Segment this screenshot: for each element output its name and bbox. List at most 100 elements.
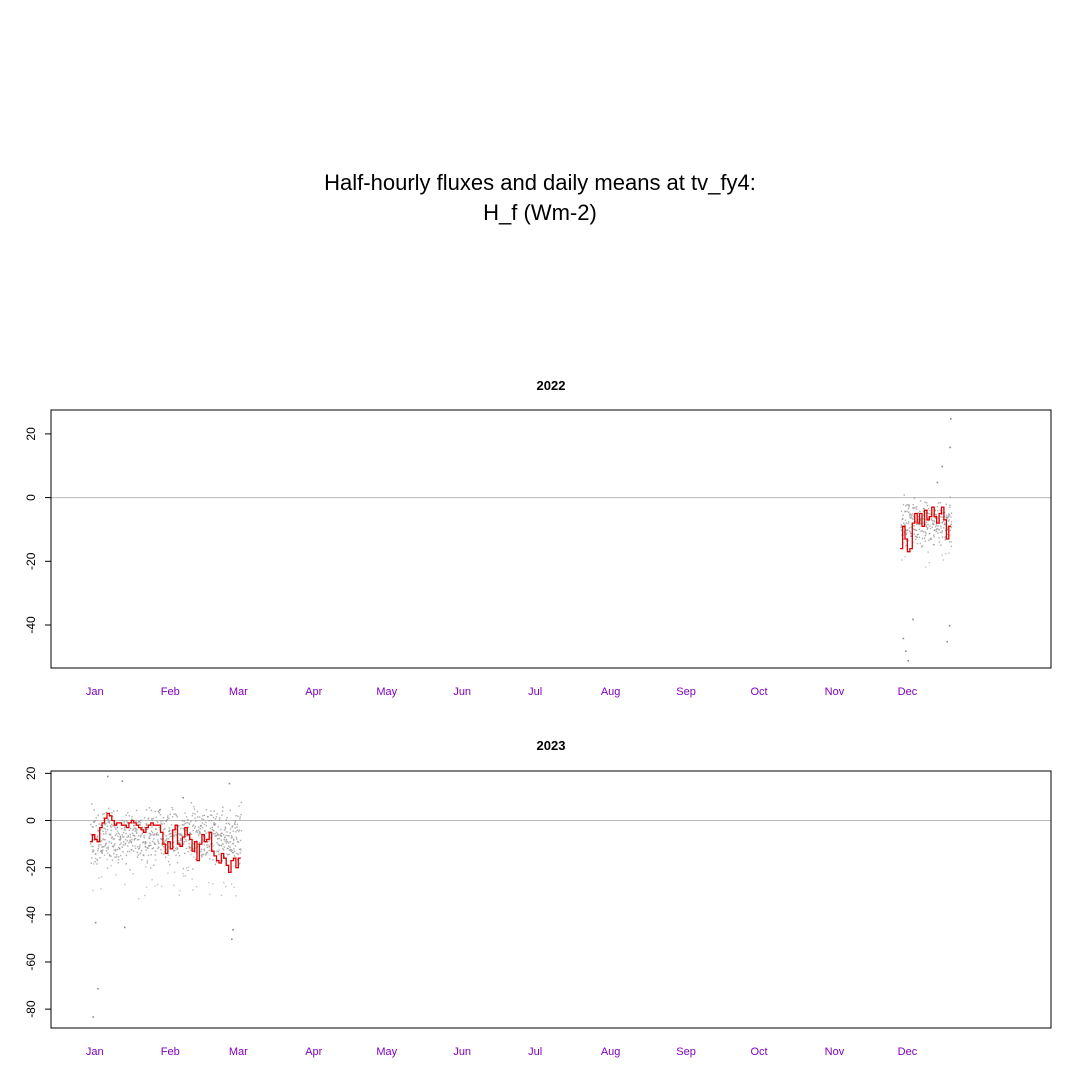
half-hourly-point: [227, 842, 230, 844]
half-hourly-point: [156, 883, 159, 886]
half-hourly-point: [170, 824, 173, 826]
half-hourly-point: [202, 815, 204, 817]
half-hourly-point: [135, 832, 138, 834]
half-hourly-point: [182, 827, 184, 830]
half-hourly-point: [916, 536, 918, 538]
half-hourly-point: [908, 504, 911, 507]
half-hourly-point: [132, 828, 135, 830]
half-hourly-point: [938, 529, 940, 531]
half-hourly-point: [940, 514, 943, 516]
half-hourly-point: [220, 835, 223, 837]
half-hourly-point: [177, 848, 179, 850]
half-hourly-point: [171, 806, 173, 809]
half-hourly-point: [121, 819, 123, 821]
half-hourly-point: [139, 822, 142, 824]
half-hourly-point: [186, 834, 188, 837]
half-hourly-point: [192, 889, 194, 891]
half-hourly-point: [111, 859, 114, 861]
half-hourly-point: [184, 875, 187, 877]
main-title-line1: Half-hourly fluxes and daily means at tv…: [324, 170, 756, 195]
half-hourly-point: [128, 842, 130, 844]
half-hourly-point: [180, 839, 182, 841]
half-hourly-point: [240, 848, 242, 850]
half-hourly-point: [116, 856, 118, 858]
half-hourly-point: [943, 522, 946, 524]
half-hourly-point: [211, 814, 213, 816]
half-hourly-point: [945, 514, 948, 517]
half-hourly-point: [931, 526, 934, 528]
half-hourly-point: [904, 524, 906, 526]
x-month-label-jun: Jun: [453, 686, 471, 698]
half-hourly-point: [927, 523, 929, 526]
half-hourly-point: [165, 835, 167, 837]
half-hourly-point: [97, 848, 99, 850]
half-hourly-point: [907, 504, 910, 506]
half-hourly-point: [132, 834, 134, 837]
half-hourly-point: [145, 886, 148, 888]
half-hourly-point: [180, 833, 182, 835]
half-hourly-point: [155, 816, 157, 819]
half-hourly-point: [194, 820, 197, 822]
half-hourly-point: [207, 844, 209, 846]
half-hourly-point: [195, 831, 197, 833]
plot-frame: [50, 409, 1052, 669]
half-hourly-point: [225, 840, 228, 842]
half-hourly-point: [218, 834, 220, 836]
half-hourly-point: [925, 512, 927, 514]
half-hourly-point: [209, 827, 212, 830]
half-hourly-point: [106, 867, 109, 869]
half-hourly-point: [94, 820, 96, 822]
half-hourly-point: [180, 845, 182, 847]
half-hourly-point: [187, 826, 190, 828]
half-hourly-point: [176, 825, 178, 827]
half-hourly-point: [903, 531, 905, 533]
x-month-label-jul: Jul: [528, 686, 542, 698]
half-hourly-point: [92, 826, 94, 828]
half-hourly-point: [227, 835, 229, 837]
y-tick-label: -40: [24, 906, 38, 924]
half-hourly-point: [948, 519, 950, 521]
half-hourly-point: [202, 818, 205, 821]
half-hourly-point: [904, 519, 907, 521]
half-hourly-point: [169, 833, 172, 835]
half-hourly-point: [156, 834, 158, 836]
half-hourly-point: [221, 860, 223, 862]
half-hourly-point: [924, 531, 927, 533]
half-hourly-point: [92, 835, 94, 837]
half-hourly-point: [178, 833, 180, 835]
half-hourly-point: [943, 527, 945, 529]
half-hourly-point: [150, 834, 152, 836]
half-hourly-point: [229, 832, 231, 834]
half-hourly-point: [217, 843, 219, 845]
half-hourly-point: [229, 809, 231, 812]
half-hourly-point: [166, 839, 168, 841]
half-hourly-point: [207, 882, 210, 884]
half-hourly-point: [140, 834, 142, 836]
half-hourly-point: [237, 841, 240, 843]
half-hourly-point: [201, 854, 203, 856]
half-hourly-point: [188, 839, 190, 841]
half-hourly-point: [228, 853, 230, 856]
half-hourly-point: [123, 822, 125, 824]
half-hourly-point: [169, 836, 171, 838]
half-hourly-point: [900, 526, 902, 529]
half-hourly-point: [220, 845, 222, 847]
half-hourly-point: [944, 523, 946, 526]
half-hourly-point: [948, 513, 950, 515]
half-hourly-point: [203, 853, 205, 856]
half-hourly-point: [929, 527, 932, 530]
half-hourly-point: [221, 810, 224, 812]
half-hourly-outlier-point: [121, 780, 124, 782]
half-hourly-point: [177, 852, 180, 854]
half-hourly-point: [915, 538, 917, 540]
half-hourly-point: [131, 818, 133, 820]
half-hourly-point: [918, 523, 920, 526]
half-hourly-point: [178, 842, 181, 844]
half-hourly-point: [197, 843, 199, 845]
half-hourly-point: [165, 820, 167, 822]
y-tick-label: -40: [24, 616, 38, 634]
half-hourly-point: [157, 847, 159, 849]
x-month-label-may: May: [376, 1046, 397, 1058]
half-hourly-point: [136, 856, 139, 858]
half-hourly-point: [933, 529, 935, 532]
